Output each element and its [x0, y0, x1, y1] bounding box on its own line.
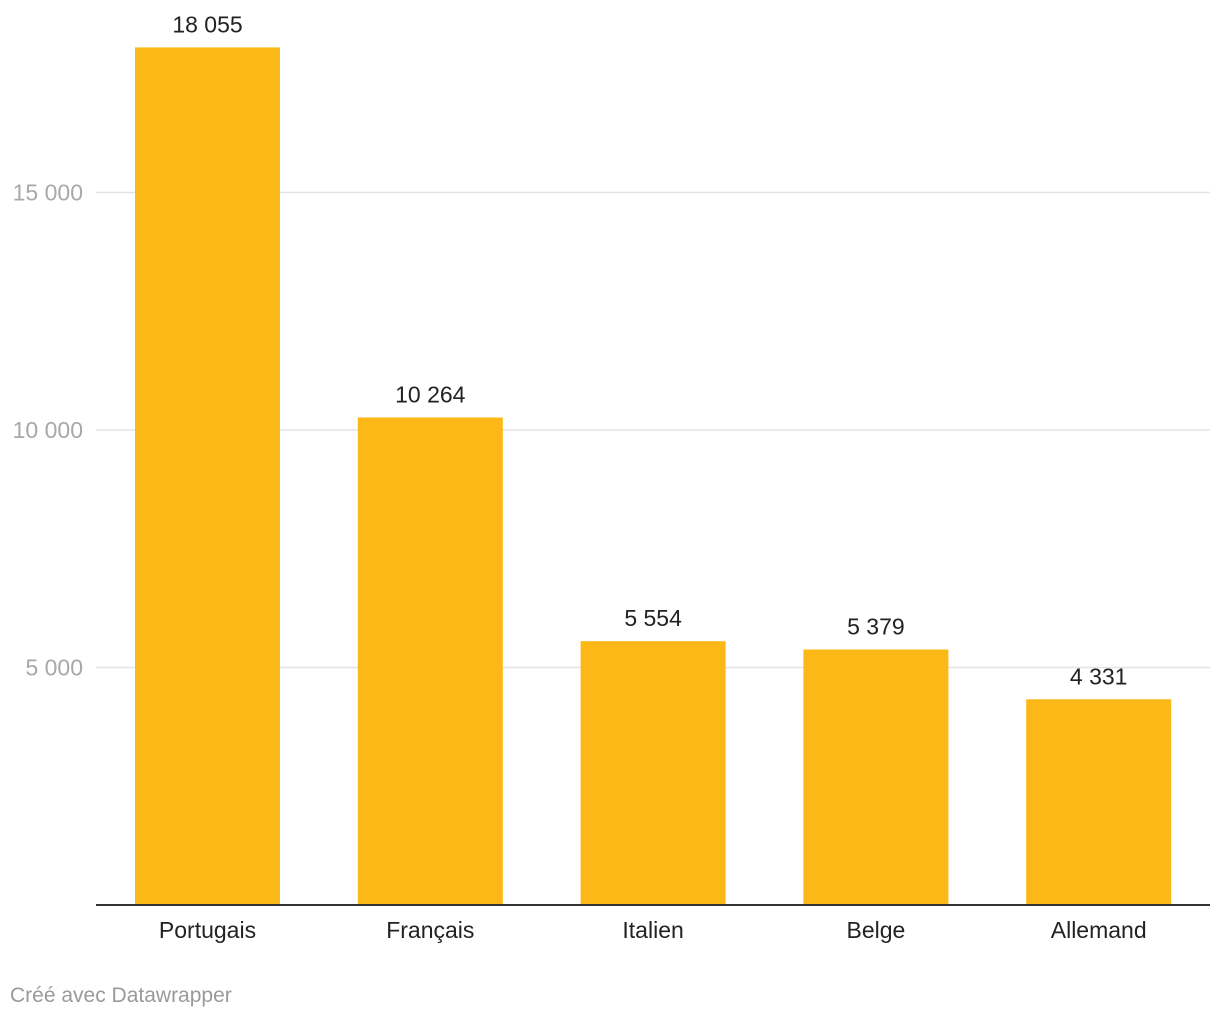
y-tick-label: 15 000 — [13, 180, 83, 206]
x-tick-label: Italien — [622, 917, 683, 943]
bar-value-label: 18 055 — [172, 11, 242, 37]
bar — [1026, 699, 1172, 905]
bar — [803, 649, 949, 905]
footer-credit: Créé avec Datawrapper — [10, 984, 232, 1007]
x-axis-ticks: Portugais Français Italien Belge Allemand — [159, 917, 1147, 943]
bars — [135, 47, 1172, 905]
bar-value-label: 5 379 — [847, 613, 905, 639]
bar-value-label: 5 554 — [624, 605, 682, 631]
x-tick-label: Belge — [846, 917, 905, 943]
data-labels: 18 055 10 264 5 554 5 379 4 331 — [172, 11, 1127, 689]
gridlines: 5 000 10 000 15 000 — [13, 180, 1210, 681]
bar-value-label: 10 264 — [395, 381, 466, 407]
x-tick-label: Portugais — [159, 917, 256, 943]
y-tick-label: 5 000 — [25, 655, 83, 681]
y-tick-label: 10 000 — [13, 417, 83, 443]
bar — [580, 641, 726, 905]
bar — [135, 47, 280, 905]
x-tick-label: Allemand — [1051, 917, 1147, 943]
bar — [357, 417, 503, 905]
bar-value-label: 4 331 — [1070, 663, 1128, 689]
x-tick-label: Français — [386, 917, 474, 943]
